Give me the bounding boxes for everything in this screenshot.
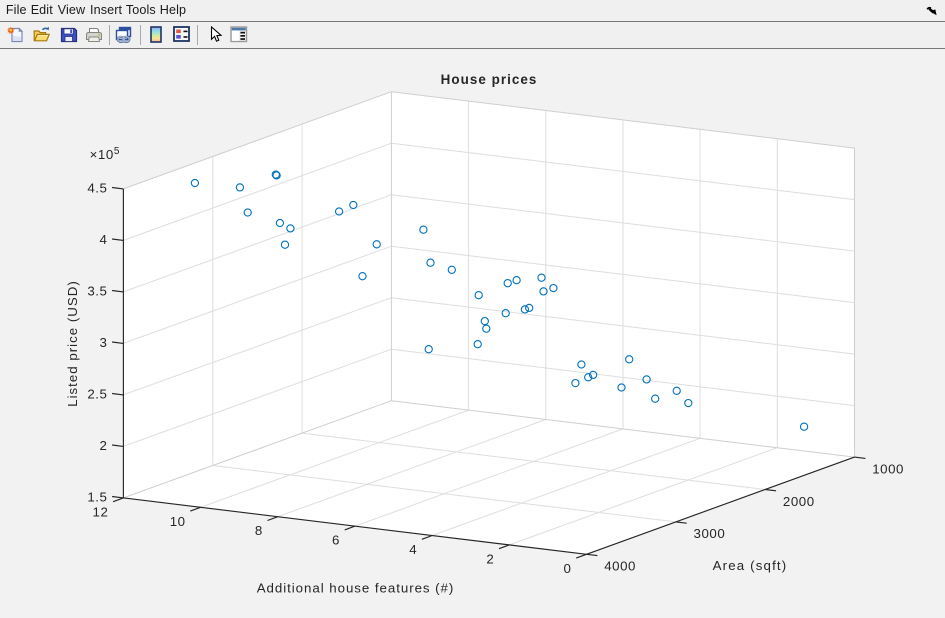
svg-text:2000: 2000 (783, 494, 815, 509)
svg-text:2.5: 2.5 (87, 387, 107, 402)
svg-text:3: 3 (100, 335, 108, 350)
svg-text:×105: ×105 (90, 146, 120, 162)
svg-text:10: 10 (170, 514, 186, 529)
svg-text:2: 2 (486, 551, 494, 566)
svg-text:6: 6 (332, 533, 340, 548)
svg-text:Area (sqft): Area (sqft) (713, 558, 788, 573)
svg-text:1000: 1000 (872, 461, 904, 476)
svg-text:House prices: House prices (441, 72, 538, 87)
svg-text:Additional house features (#): Additional house features (#) (257, 580, 455, 595)
svg-text:3.5: 3.5 (87, 284, 107, 299)
svg-text:4000: 4000 (604, 559, 636, 574)
svg-text:8: 8 (255, 523, 263, 538)
svg-text:12: 12 (93, 504, 109, 519)
svg-text:1.5: 1.5 (87, 490, 107, 505)
svg-text:3000: 3000 (694, 526, 726, 541)
svg-text:4.5: 4.5 (87, 181, 107, 196)
svg-text:2: 2 (100, 438, 108, 453)
svg-text:4: 4 (100, 232, 108, 247)
svg-text:Listed price (USD): Listed price (USD) (65, 280, 80, 407)
svg-text:4: 4 (409, 542, 417, 557)
svg-text:0: 0 (564, 561, 572, 576)
